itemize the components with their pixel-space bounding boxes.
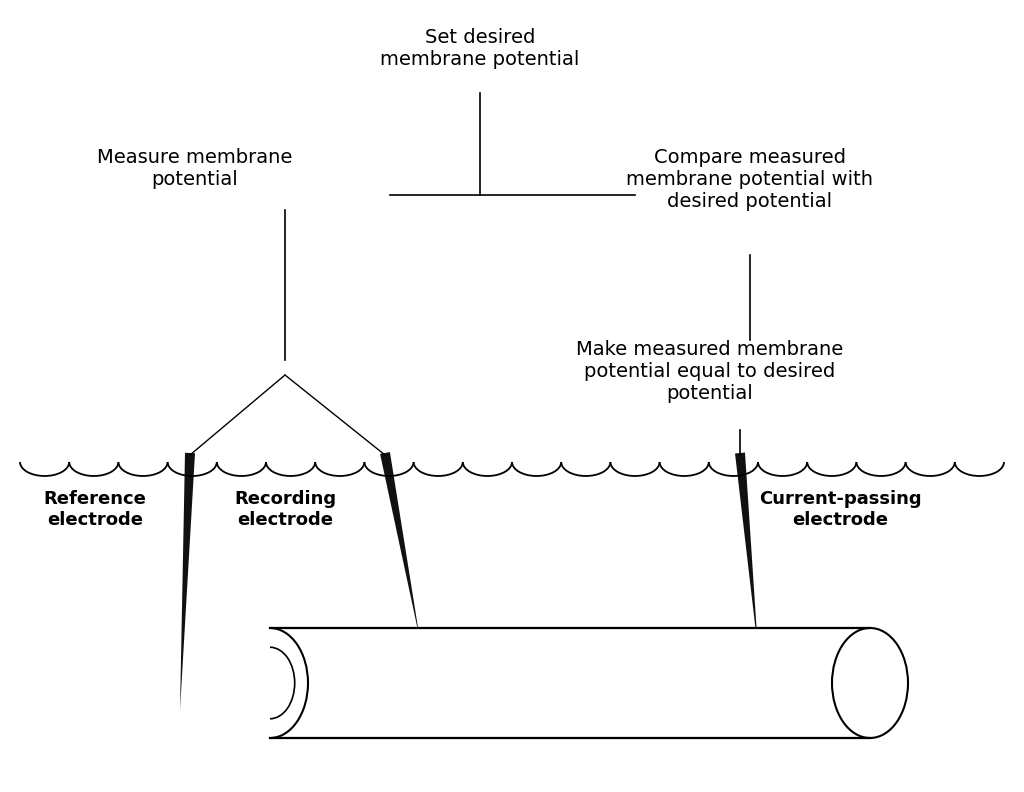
Text: Current-passing
electrode: Current-passing electrode xyxy=(759,490,922,529)
Bar xyxy=(230,626,270,740)
Text: Recording
electrode: Recording electrode xyxy=(233,490,336,529)
Text: Measure membrane
potential: Measure membrane potential xyxy=(97,148,293,189)
Text: Make measured membrane
potential equal to desired
potential: Make measured membrane potential equal t… xyxy=(577,340,844,403)
Ellipse shape xyxy=(232,628,308,738)
Ellipse shape xyxy=(831,628,908,738)
Polygon shape xyxy=(735,452,758,650)
Text: Reference
electrode: Reference electrode xyxy=(44,490,146,529)
Text: Set desired
membrane potential: Set desired membrane potential xyxy=(380,28,580,69)
Polygon shape xyxy=(180,453,195,710)
Ellipse shape xyxy=(246,647,295,719)
Polygon shape xyxy=(380,452,420,640)
Bar xyxy=(230,626,270,740)
Text: Compare measured
membrane potential with
desired potential: Compare measured membrane potential with… xyxy=(627,148,873,211)
Bar xyxy=(270,628,870,738)
